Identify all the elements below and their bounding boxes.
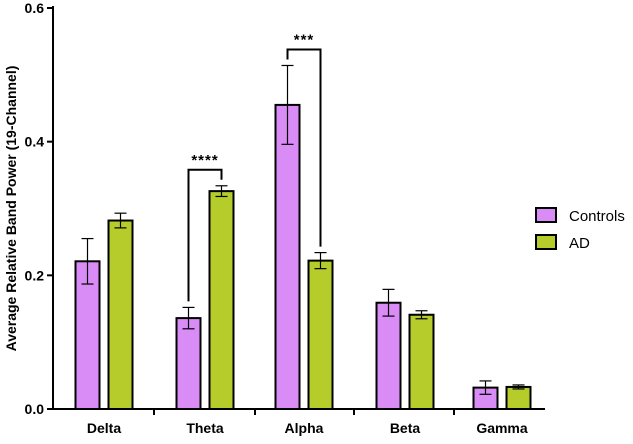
y-tick-label: 0.0: [25, 401, 45, 417]
bar-ad-gamma: [505, 385, 532, 411]
y-tick-label: 0.6: [25, 0, 45, 16]
y-axis-label: Average Relative Band Power (19-Channel): [3, 66, 19, 352]
category-label: Alpha: [285, 420, 324, 436]
significance-bracket: [187, 168, 223, 302]
y-tick-label: 0.4: [25, 134, 45, 150]
legend-swatch-controls: [535, 207, 557, 223]
category-label: Gamma: [476, 420, 528, 436]
bar-controls-theta: [175, 317, 202, 410]
bar-ad-alpha: [307, 259, 334, 410]
bar-ad-theta: [208, 190, 235, 410]
significance-bracket: [286, 48, 322, 247]
legend-label-ad: AD: [569, 235, 590, 252]
bar-ad-beta: [408, 313, 435, 411]
category-label: Beta: [390, 420, 421, 436]
category-label: Theta: [186, 420, 224, 436]
y-tick-label: 0.2: [25, 267, 45, 283]
bar-controls-beta: [375, 301, 402, 410]
significance-label: ****: [191, 152, 218, 169]
category-label: Delta: [87, 420, 121, 436]
significance-label: ***: [294, 31, 315, 48]
bar-ad-delta: [107, 219, 134, 410]
bar-controls-alpha: [274, 103, 301, 411]
legend-swatch-ad: [535, 234, 557, 250]
legend-label-controls: Controls: [569, 208, 625, 225]
